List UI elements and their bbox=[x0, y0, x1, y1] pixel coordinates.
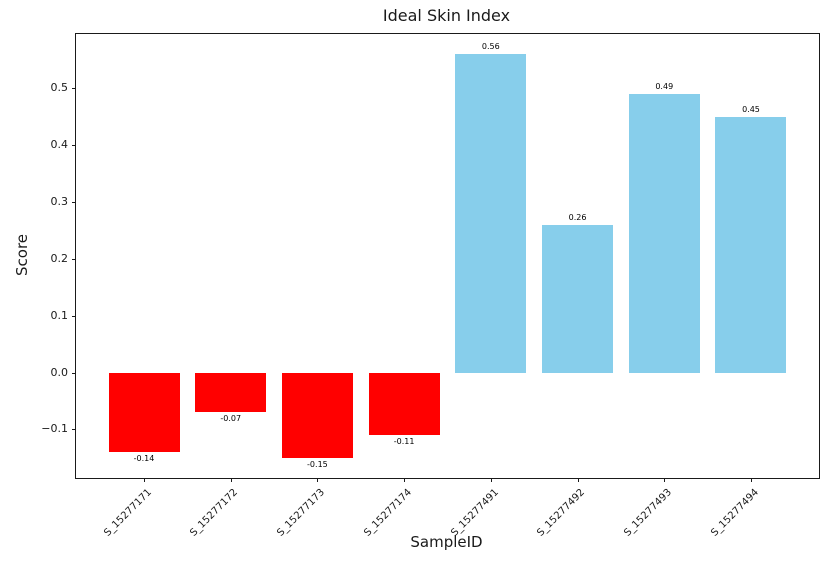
x-tick-mark bbox=[317, 478, 319, 482]
y-tick-mark bbox=[72, 201, 76, 203]
bar bbox=[368, 372, 440, 436]
y-tick-label: 0.1 bbox=[50, 308, 69, 322]
bar-value-label: 0.56 bbox=[481, 42, 500, 52]
x-tick-mark bbox=[664, 478, 666, 482]
x-tick-mark bbox=[404, 478, 406, 482]
x-tick-label: S_15277171 bbox=[101, 487, 154, 539]
y-tick-label: 0.0 bbox=[50, 365, 69, 379]
x-tick-label: S_15277173 bbox=[275, 487, 328, 539]
y-tick-mark bbox=[72, 145, 76, 147]
x-axis-label: SampleID bbox=[410, 533, 483, 551]
bar bbox=[715, 116, 787, 373]
y-tick-mark bbox=[72, 372, 76, 374]
y-tick-label: −0.1 bbox=[41, 422, 68, 436]
x-tick-label: S_15277174 bbox=[362, 487, 414, 539]
bar-value-label: -0.07 bbox=[220, 414, 242, 424]
x-tick-label: S_15277491 bbox=[448, 487, 501, 539]
y-tick-label: 0.2 bbox=[50, 251, 69, 265]
x-tick-label: S_15277493 bbox=[622, 487, 675, 539]
bar-value-label: 0.45 bbox=[742, 104, 760, 114]
bar-value-label: 0.49 bbox=[655, 81, 674, 91]
y-tick-mark bbox=[72, 88, 76, 90]
x-tick-mark bbox=[750, 478, 752, 482]
bar bbox=[628, 93, 700, 373]
y-tick-label: 0.5 bbox=[50, 81, 69, 95]
bar-value-label: -0.14 bbox=[133, 454, 155, 464]
plot-area: -0.14 S_15277171 -0.07 S_15277172 -0.15 S_152… bbox=[41, 33, 820, 539]
x-tick-label: S_15277172 bbox=[188, 487, 241, 539]
x-tick-label: S_15277492 bbox=[535, 487, 588, 539]
chart-title: Ideal Skin Index bbox=[382, 6, 511, 25]
bar bbox=[108, 372, 180, 453]
x-tick-label: S_15277494 bbox=[708, 487, 761, 539]
y-tick-label: 0.4 bbox=[50, 138, 69, 152]
x-tick-mark bbox=[577, 478, 579, 482]
bar-value-label: 0.26 bbox=[568, 212, 587, 222]
bar bbox=[455, 54, 527, 373]
bar bbox=[281, 372, 353, 458]
y-tick-mark bbox=[72, 258, 76, 260]
bar-value-label: -0.11 bbox=[393, 437, 415, 447]
bar-value-label: -0.15 bbox=[307, 459, 328, 469]
x-tick-mark bbox=[490, 478, 492, 482]
bar bbox=[195, 372, 267, 413]
x-tick-mark bbox=[144, 478, 145, 482]
x-tick-mark bbox=[230, 478, 232, 482]
y-tick-mark bbox=[72, 315, 76, 317]
bar bbox=[542, 224, 614, 373]
y-tick-label: 0.3 bbox=[50, 194, 69, 208]
y-tick-mark bbox=[72, 429, 76, 431]
